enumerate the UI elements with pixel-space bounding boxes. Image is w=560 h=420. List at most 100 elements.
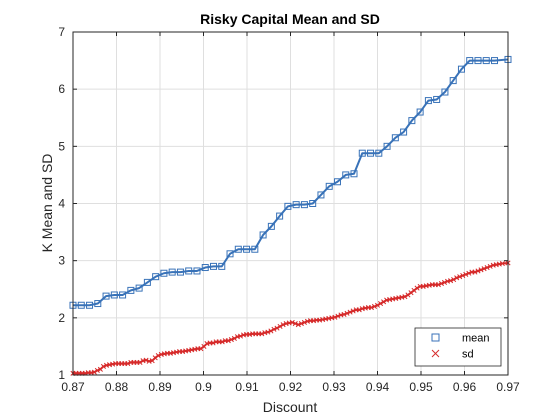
data-point-mean [416, 108, 424, 116]
data-point-sd [335, 313, 341, 319]
data-point-sd [487, 263, 493, 269]
data-point-mean [152, 273, 160, 281]
data-point-mean [325, 182, 333, 190]
data-point-sd [274, 325, 280, 331]
data-point-mean [358, 149, 366, 157]
data-point-sd [237, 333, 244, 339]
data-point-mean [143, 278, 151, 286]
data-point-sd [219, 339, 225, 345]
data-point-sd [344, 310, 350, 316]
data-point-sd [478, 267, 484, 273]
y-tick-label: 1 [58, 368, 65, 382]
data-point-sd [347, 309, 353, 315]
data-point-mean [267, 222, 275, 230]
data-point-sd [152, 355, 158, 361]
x-tick-label: 0.91 [235, 380, 259, 394]
data-point-sd [381, 299, 387, 305]
data-point-mean [94, 300, 102, 308]
series-sd [70, 260, 511, 376]
x-tick-label: 0.87 [61, 380, 85, 394]
data-point-sd [225, 338, 231, 344]
data-point-sd [198, 346, 204, 352]
data-point-sd [301, 319, 307, 325]
data-point-mean [110, 291, 118, 299]
data-point-mean [292, 201, 300, 209]
data-point-mean [391, 134, 399, 142]
data-point-sd [368, 304, 374, 311]
x-tick-label: 0.95 [409, 380, 433, 394]
data-point-sd [292, 320, 298, 327]
data-point-sd [371, 303, 378, 309]
data-point-mean [457, 65, 465, 73]
data-point-mean [210, 262, 218, 270]
x-tick-label: 0.94 [366, 380, 390, 394]
x-tick-label: 0.9 [195, 380, 212, 394]
data-point-sd [125, 361, 131, 367]
data-point-sd [377, 300, 384, 307]
data-point-sd [481, 266, 487, 272]
data-point-sd [466, 270, 472, 276]
series-mean [69, 55, 512, 309]
data-point-mean [251, 245, 259, 253]
data-point-mean [433, 95, 441, 103]
data-point-sd [295, 322, 301, 328]
legend-sd-marker [431, 349, 440, 358]
x-tick-label: 0.96 [453, 380, 477, 394]
y-tick-label: 4 [58, 197, 65, 211]
data-point-mean [284, 202, 292, 210]
x-axis-label: Discount [263, 399, 318, 415]
data-point-sd [463, 271, 469, 277]
data-point-sd [484, 264, 490, 271]
data-point-sd [268, 328, 274, 334]
data-point-mean [375, 149, 383, 157]
chart-title: Risky Capital Mean and SD [200, 11, 380, 27]
data-point-mean [383, 142, 391, 150]
data-point-sd [457, 274, 463, 280]
data-point-sd [137, 359, 143, 365]
data-point-mean [135, 284, 143, 292]
y-tick-label: 5 [58, 139, 65, 153]
data-point-sd [402, 294, 408, 300]
x-tick-label: 0.97 [496, 380, 520, 394]
data-point-sd [350, 308, 356, 314]
data-point-sd [454, 275, 460, 281]
y-tick-label: 3 [58, 254, 65, 268]
data-point-sd [341, 311, 347, 317]
x-tick-label: 0.89 [148, 380, 172, 394]
data-point-mean [193, 267, 201, 275]
data-point-mean [86, 301, 94, 309]
data-point-mean [276, 212, 284, 220]
data-point-sd [499, 260, 505, 267]
data-point-mean [77, 301, 85, 309]
data-point-sd [374, 302, 381, 308]
data-point-mean [176, 268, 184, 276]
y-tick-labels: 1 2 3 4 5 6 7 [58, 25, 65, 382]
data-point-sd [228, 337, 234, 343]
data-point-sd [475, 268, 481, 274]
data-point-mean [408, 117, 416, 125]
data-point-mean [333, 178, 341, 186]
y-tick-label: 2 [58, 311, 65, 325]
data-point-mean [317, 191, 325, 199]
data-point-mean [466, 57, 474, 65]
data-point-mean [350, 170, 358, 178]
data-point-sd [438, 280, 444, 287]
data-point-sd [259, 331, 265, 337]
data-point-sd [94, 367, 100, 373]
data-point-sd [91, 369, 97, 375]
data-point-sd [143, 357, 149, 363]
data-point-mean [441, 88, 449, 96]
data-point-sd [356, 307, 362, 313]
data-point-sd [451, 276, 457, 283]
data-point-mean [243, 245, 251, 253]
data-point-mean [482, 57, 490, 65]
data-point-sd [441, 279, 448, 285]
legend: mean sd [414, 327, 502, 367]
data-point-sd [298, 320, 304, 327]
data-point-mean [127, 286, 135, 294]
data-point-sd [265, 329, 271, 335]
data-point-mean [309, 200, 317, 207]
x-tick-labels: 0.87 0.88 0.89 0.9 0.91 0.92 0.93 0.94 0.95 0.96 0… [61, 380, 520, 394]
data-point-mean [168, 268, 176, 276]
